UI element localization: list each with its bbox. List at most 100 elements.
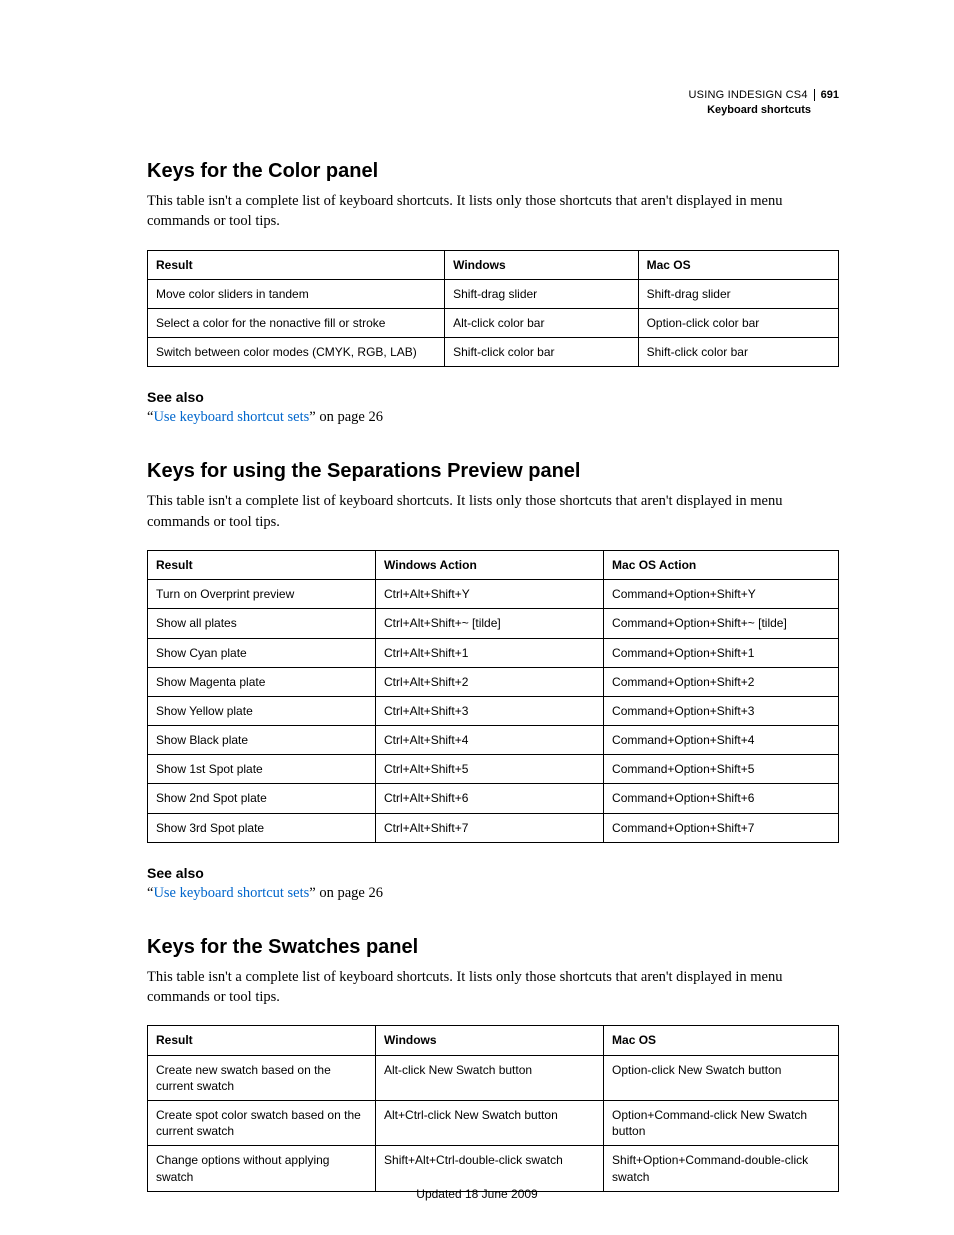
table-cell: Ctrl+Alt+Shift+4 [376, 726, 604, 755]
table-header-row: ResultWindows ActionMac OS Action [148, 550, 839, 579]
page-footer: Updated 18 June 2009 [0, 1187, 954, 1201]
table-header-cell: Result [148, 250, 445, 279]
table-header-cell: Windows [445, 250, 638, 279]
table-cell: Show Magenta plate [148, 667, 376, 696]
table-header-cell: Result [148, 1026, 376, 1055]
shortcut-table: ResultWindowsMac OSCreate new swatch bas… [147, 1025, 839, 1191]
table-cell: Ctrl+Alt+Shift+Y [376, 580, 604, 609]
see-also-link[interactable]: Use keyboard shortcut sets [153, 409, 309, 425]
table-row: Turn on Overprint previewCtrl+Alt+Shift+… [148, 580, 839, 609]
see-also-suffix: ” on page 26 [309, 885, 383, 901]
table-cell: Shift-drag slider [638, 279, 838, 308]
page-content: Keys for the Color panel This table isn't… [147, 88, 839, 1192]
see-also-heading: See also [147, 865, 839, 881]
table-row: Switch between color modes (CMYK, RGB, L… [148, 338, 839, 367]
table-cell: Show Cyan plate [148, 638, 376, 667]
table-cell: Option-click color bar [638, 308, 838, 337]
table-header-cell: Result [148, 550, 376, 579]
section-block: Keys for the Color panel This table isn't… [147, 160, 839, 426]
table-cell: Show 1st Spot plate [148, 755, 376, 784]
table-cell: Ctrl+Alt+Shift+2 [376, 667, 604, 696]
table-row: Show Cyan plateCtrl+Alt+Shift+1Command+O… [148, 638, 839, 667]
table-cell: Show 3rd Spot plate [148, 813, 376, 842]
table-cell: Shift-click color bar [445, 338, 638, 367]
table-cell: Show Black plate [148, 726, 376, 755]
table-cell: Turn on Overprint preview [148, 580, 376, 609]
table-cell: Alt-click color bar [445, 308, 638, 337]
table-cell: Command+Option+Shift+1 [604, 638, 839, 667]
see-also-heading: See also [147, 389, 839, 405]
table-header-row: ResultWindowsMac OS [148, 250, 839, 279]
table-header-cell: Windows Action [376, 550, 604, 579]
doc-title: USING INDESIGN CS4 [689, 88, 808, 103]
table-row: Show Yellow plateCtrl+Alt+Shift+3Command… [148, 696, 839, 725]
section-heading: Keys for using the Separations Preview p… [147, 460, 839, 483]
page-number: 691 [821, 88, 839, 103]
table-header-cell: Mac OS [604, 1026, 839, 1055]
header-separator [814, 89, 815, 101]
see-also-link[interactable]: Use keyboard shortcut sets [153, 885, 309, 901]
table-header-cell: Windows [376, 1026, 604, 1055]
table-cell: Move color sliders in tandem [148, 279, 445, 308]
table-row: Show Magenta plateCtrl+Alt+Shift+2Comman… [148, 667, 839, 696]
table-cell: Alt-click New Swatch button [376, 1055, 604, 1100]
table-row: Show 3rd Spot plateCtrl+Alt+Shift+7Comma… [148, 813, 839, 842]
updated-text: Updated 18 June 2009 [416, 1187, 537, 1201]
table-cell: Ctrl+Alt+Shift+6 [376, 784, 604, 813]
table-cell: Show Yellow plate [148, 696, 376, 725]
table-cell: Option+Command-click New Swatch button [604, 1100, 839, 1145]
table-header-cell: Mac OS Action [604, 550, 839, 579]
table-cell: Option-click New Swatch button [604, 1055, 839, 1100]
table-cell: Shift-click color bar [638, 338, 838, 367]
section-block: Keys for using the Separations Preview p… [147, 460, 839, 901]
section-intro: This table isn't a complete list of keyb… [147, 967, 839, 1008]
section-block: Keys for the Swatches panel This table is… [147, 936, 839, 1192]
see-also-line: “Use keyboard shortcut sets” on page 26 [147, 409, 839, 426]
table-header-row: ResultWindowsMac OS [148, 1026, 839, 1055]
table-cell: Alt+Ctrl-click New Swatch button [376, 1100, 604, 1145]
table-cell: Command+Option+Shift+4 [604, 726, 839, 755]
table-cell: Shift+Alt+Ctrl-double-click swatch [376, 1146, 604, 1191]
table-cell: Switch between color modes (CMYK, RGB, L… [148, 338, 445, 367]
table-row: Change options without applying swatchSh… [148, 1146, 839, 1191]
see-also-suffix: ” on page 26 [309, 409, 383, 425]
table-cell: Create new swatch based on the current s… [148, 1055, 376, 1100]
table-cell: Command+Option+Shift+6 [604, 784, 839, 813]
table-cell: Command+Option+Shift+~ [tilde] [604, 609, 839, 638]
table-cell: Ctrl+Alt+Shift+3 [376, 696, 604, 725]
table-row: Create new swatch based on the current s… [148, 1055, 839, 1100]
header-line-1: USING INDESIGN CS4 691 [689, 88, 839, 103]
table-cell: Ctrl+Alt+Shift+~ [tilde] [376, 609, 604, 638]
table-row: Create spot color swatch based on the cu… [148, 1100, 839, 1145]
table-cell: Command+Option+Shift+2 [604, 667, 839, 696]
table-row: Move color sliders in tandemShift-drag s… [148, 279, 839, 308]
table-row: Select a color for the nonactive fill or… [148, 308, 839, 337]
table-row: Show 1st Spot plateCtrl+Alt+Shift+5Comma… [148, 755, 839, 784]
table-cell: Show all plates [148, 609, 376, 638]
table-cell: Ctrl+Alt+Shift+1 [376, 638, 604, 667]
table-cell: Command+Option+Shift+3 [604, 696, 839, 725]
header-section: Keyboard shortcuts [689, 103, 839, 118]
running-header: USING INDESIGN CS4 691 Keyboard shortcut… [689, 88, 839, 118]
table-row: Show Black plateCtrl+Alt+Shift+4Command+… [148, 726, 839, 755]
table-cell: Select a color for the nonactive fill or… [148, 308, 445, 337]
table-header-cell: Mac OS [638, 250, 838, 279]
section-intro: This table isn't a complete list of keyb… [147, 191, 839, 232]
table-cell: Shift-drag slider [445, 279, 638, 308]
shortcut-table: ResultWindowsMac OSMove color sliders in… [147, 250, 839, 368]
section-heading: Keys for the Color panel [147, 160, 839, 183]
table-cell: Show 2nd Spot plate [148, 784, 376, 813]
table-cell: Ctrl+Alt+Shift+7 [376, 813, 604, 842]
table-row: Show 2nd Spot plateCtrl+Alt+Shift+6Comma… [148, 784, 839, 813]
see-also-line: “Use keyboard shortcut sets” on page 26 [147, 885, 839, 902]
table-row: Show all platesCtrl+Alt+Shift+~ [tilde]C… [148, 609, 839, 638]
table-cell: Command+Option+Shift+5 [604, 755, 839, 784]
page: USING INDESIGN CS4 691 Keyboard shortcut… [0, 0, 954, 1235]
table-cell: Command+Option+Shift+Y [604, 580, 839, 609]
section-intro: This table isn't a complete list of keyb… [147, 491, 839, 532]
table-cell: Ctrl+Alt+Shift+5 [376, 755, 604, 784]
section-heading: Keys for the Swatches panel [147, 936, 839, 959]
table-cell: Command+Option+Shift+7 [604, 813, 839, 842]
table-cell: Change options without applying swatch [148, 1146, 376, 1191]
table-cell: Create spot color swatch based on the cu… [148, 1100, 376, 1145]
